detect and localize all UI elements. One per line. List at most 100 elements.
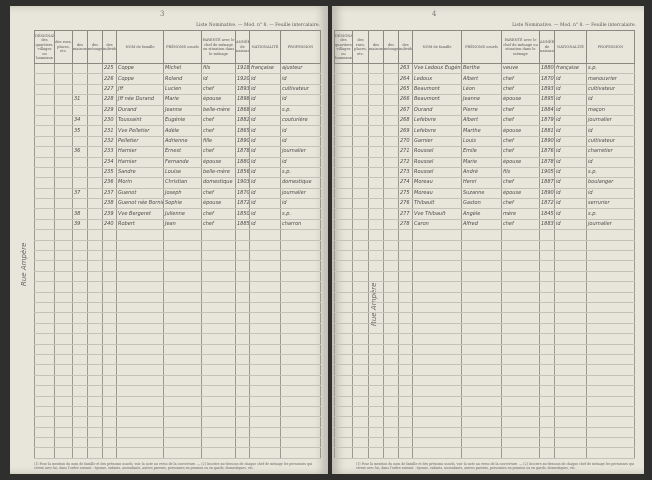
table-cell (72, 312, 88, 324)
table-cell: 239 (102, 208, 117, 220)
table-cell (368, 302, 384, 314)
table-cell (383, 344, 399, 355)
table-cell (163, 416, 202, 428)
table-cell: 1905 (539, 167, 555, 179)
table-cell: Julienne (163, 208, 202, 220)
census-table: DÉSIGNATION des quartiers, villages ou h… (34, 30, 321, 459)
table-cell (352, 333, 369, 345)
table-cell: Joseph (163, 188, 202, 200)
table-cell (352, 302, 369, 314)
table-cell (554, 396, 587, 407)
table-cell: chef (501, 84, 540, 96)
column-header: ANNÉE de naissance (235, 30, 250, 64)
table-cell (116, 260, 164, 272)
table-cell: Michel (163, 63, 202, 75)
table-cell (201, 312, 236, 324)
table-cell (383, 105, 399, 116)
table-cell (383, 146, 399, 158)
table-cell (352, 105, 369, 116)
table-cell: Sandre (116, 167, 164, 179)
table-cell (368, 84, 384, 96)
table-cell (383, 125, 399, 137)
table-row (334, 260, 635, 272)
table-cell (461, 437, 502, 449)
table-cell (554, 302, 587, 314)
table-cell (72, 302, 88, 314)
column-header: PROFESSION (280, 30, 321, 64)
table-row (334, 375, 635, 387)
table-cell: Albert (461, 115, 502, 127)
table-cell (54, 312, 73, 324)
table-cell (383, 281, 399, 293)
table-cell: 36 (72, 146, 88, 158)
table-cell (586, 447, 635, 459)
table-cell (352, 73, 369, 85)
table-cell (280, 229, 321, 241)
table-row: 267 Durand Pierre chef 1884 id maçon (334, 105, 635, 116)
table-cell (461, 281, 502, 293)
table-cell (412, 354, 462, 366)
table-cell (102, 250, 117, 262)
table-cell: Louise (163, 167, 202, 179)
table-cell: id (249, 105, 281, 116)
table-cell (539, 396, 555, 407)
table-cell (412, 385, 462, 397)
table-cell (368, 63, 384, 75)
table-cell: id (586, 157, 635, 168)
table-cell (368, 125, 384, 137)
table-cell (398, 344, 413, 355)
table-cell (163, 375, 202, 387)
table-row (334, 354, 635, 366)
table-cell: journalier (280, 188, 321, 200)
table-cell (461, 240, 502, 252)
table-cell (368, 271, 384, 283)
table-cell: épouse (501, 188, 540, 200)
table-cell: Guenot née Bornier (116, 198, 164, 210)
table-cell: Roussel (412, 146, 462, 158)
table-cell (54, 63, 73, 75)
table-cell (201, 323, 236, 335)
table-cell (54, 416, 73, 428)
table-cell: épouse (501, 94, 540, 106)
table-row (34, 281, 321, 293)
left-page: 3 Liste Nominative. — Mod. n° 8. — Feuil… (10, 6, 328, 474)
table-cell (87, 250, 103, 262)
table-cell: 1887 (539, 177, 555, 189)
table-row (334, 364, 635, 376)
table-cell: Durand (412, 105, 462, 116)
table-cell: Roussel (412, 157, 462, 168)
table-cell (398, 271, 413, 283)
table-cell (352, 437, 369, 449)
table-cell (116, 323, 164, 335)
table-cell (280, 333, 321, 345)
table-cell (461, 416, 502, 428)
table-cell (383, 219, 399, 231)
table-cell (398, 333, 413, 345)
table-cell (383, 437, 399, 449)
table-cell: 230 (102, 115, 117, 127)
table-cell (334, 219, 353, 231)
table-cell (116, 375, 164, 387)
table-cell (249, 447, 281, 459)
table-cell (54, 302, 73, 314)
table-cell (412, 323, 462, 335)
table-cell (201, 396, 236, 407)
table-cell (539, 260, 555, 272)
table-cell (54, 385, 73, 397)
table-cell (102, 437, 117, 449)
table-cell: 1885 (235, 219, 250, 231)
table-cell: 1884 (539, 105, 555, 116)
table-cell (501, 281, 540, 293)
table-cell (34, 406, 55, 418)
table-cell (398, 416, 413, 428)
table-cell (334, 198, 353, 210)
table-row: 266 Beaumont Jeanne épouse 1895 id id (334, 94, 635, 106)
table-cell: 1918 (235, 63, 250, 75)
table-cell (586, 344, 635, 355)
table-cell (87, 333, 103, 345)
column-header: PARENTÉ avec le chef de ménage ou situat… (201, 30, 236, 64)
table-cell: 1882 (235, 115, 250, 127)
table-cell (116, 240, 164, 252)
table-cell (412, 427, 462, 439)
table-row: 39 240 Robert Jean chef 1885 id charron (34, 219, 321, 231)
